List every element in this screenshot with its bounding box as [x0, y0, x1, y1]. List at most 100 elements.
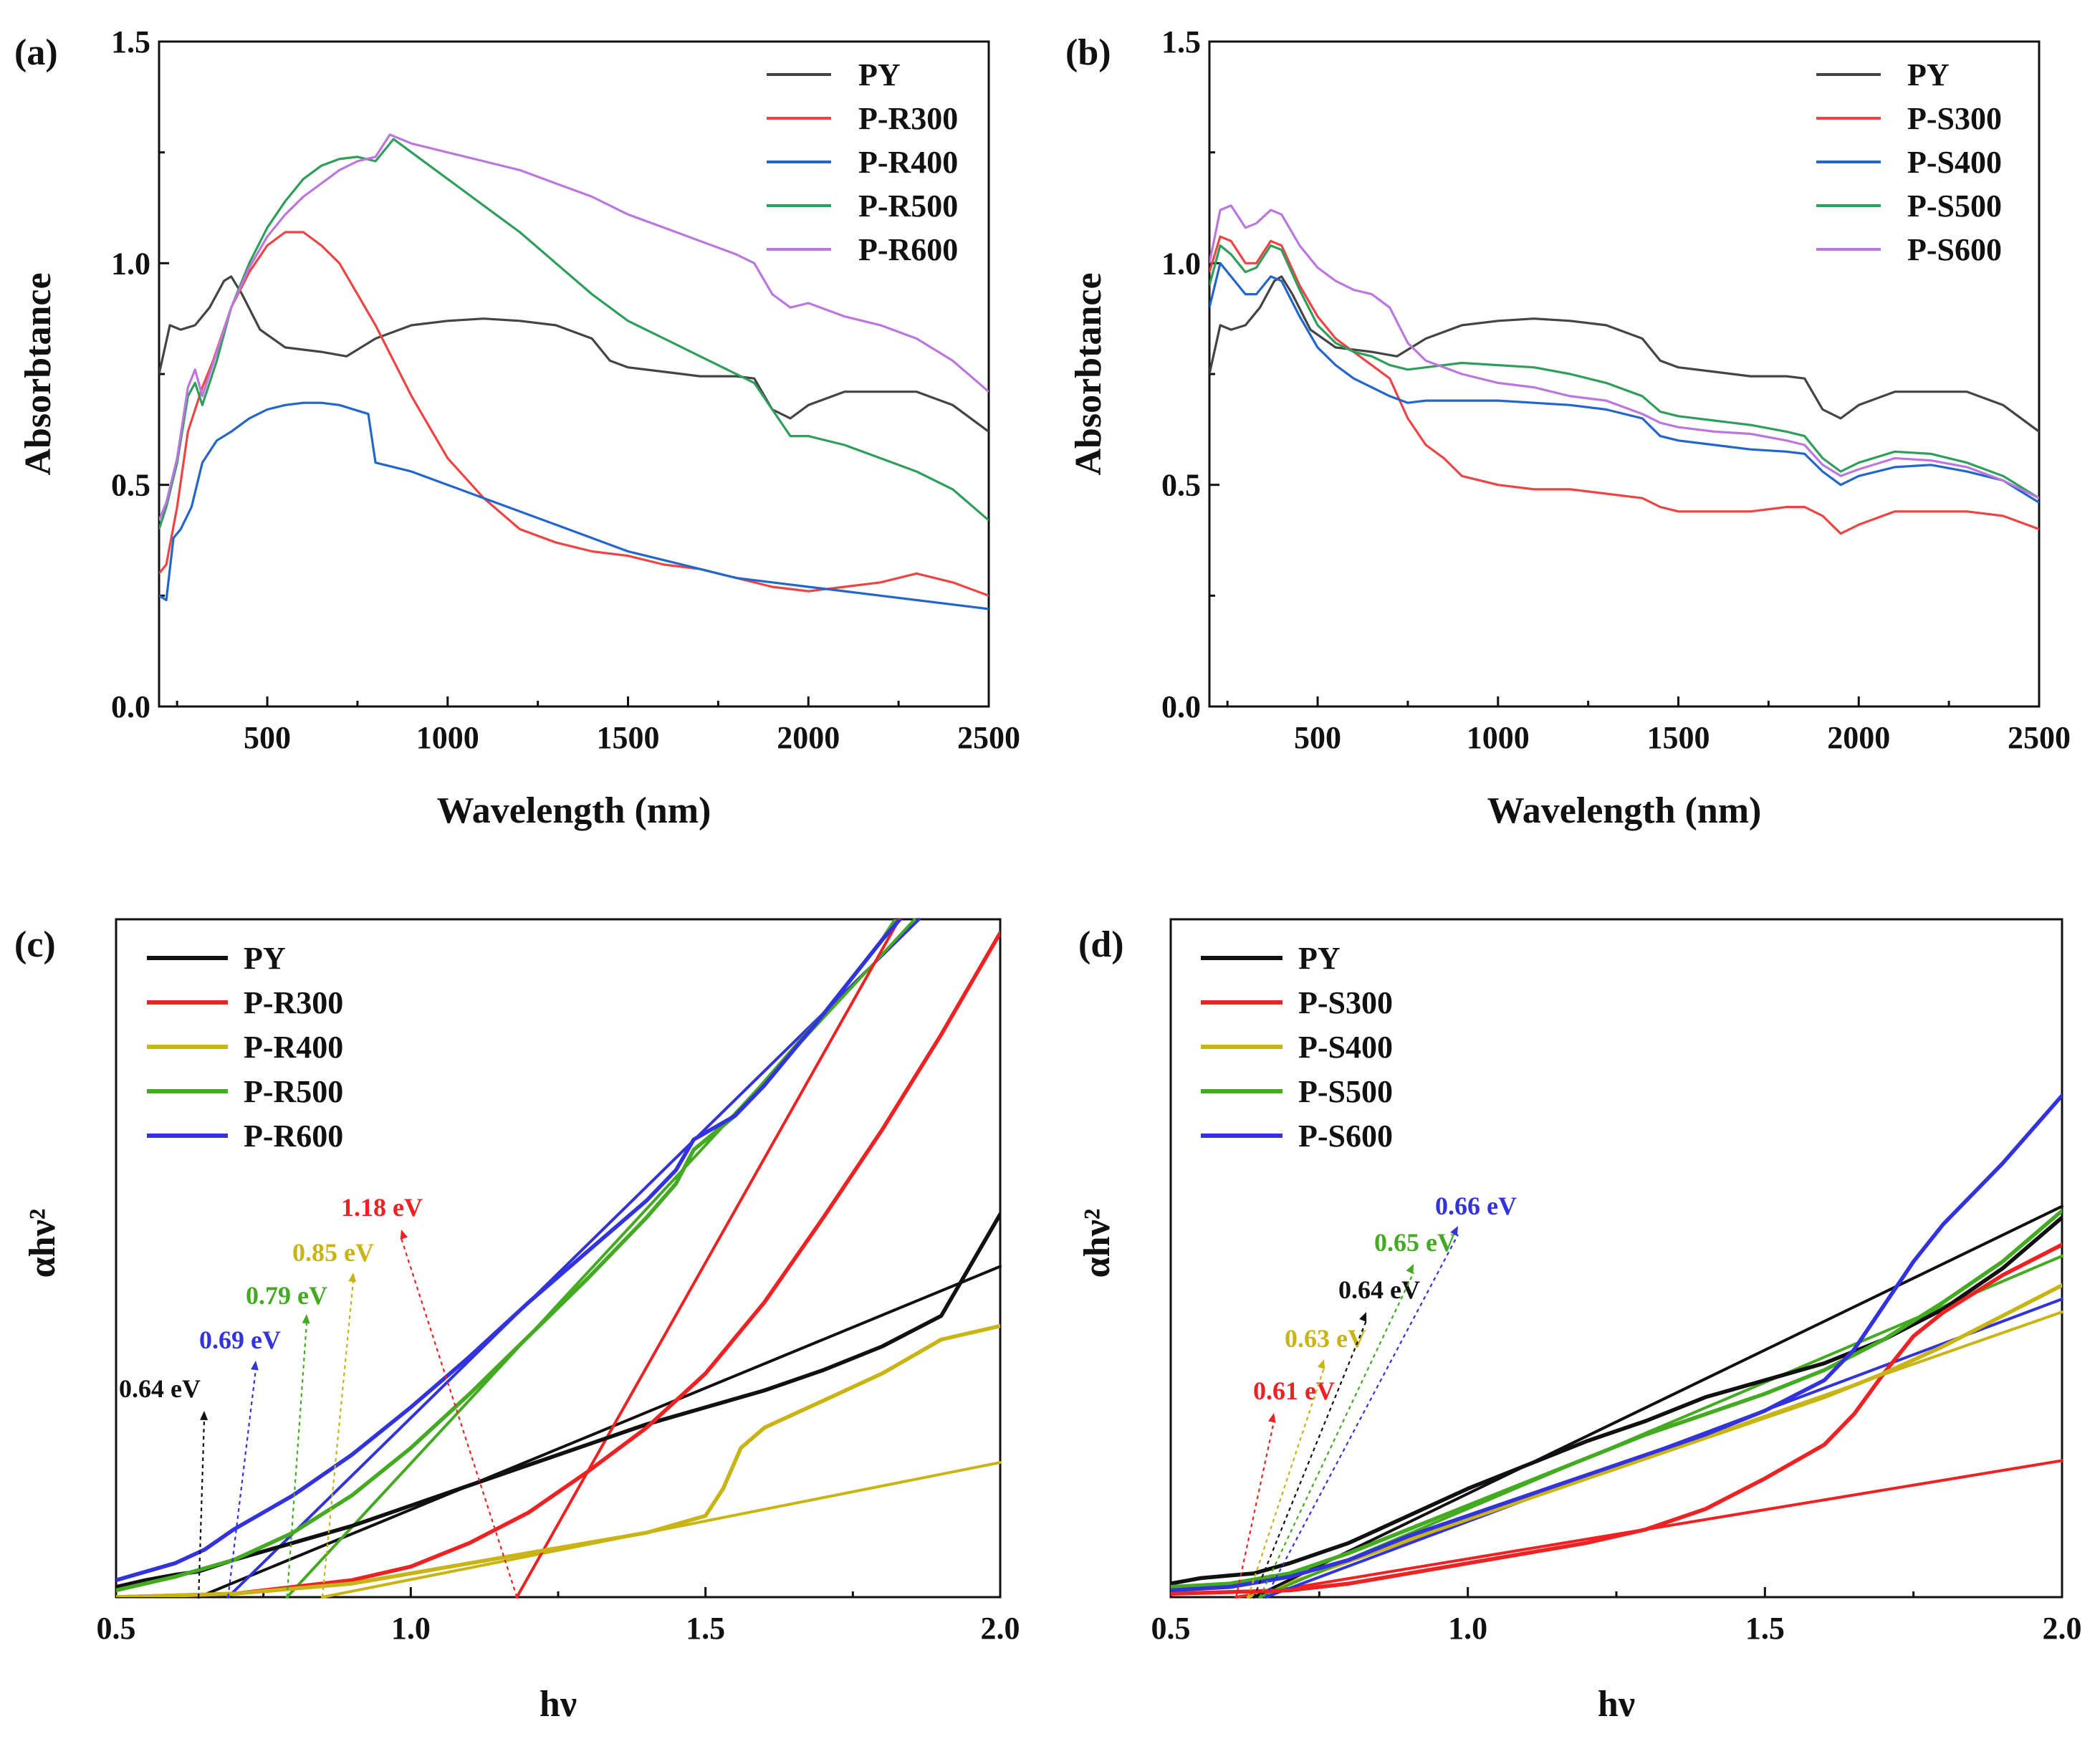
panel-d-legend: PY P-S300 P-S400 P-S500 P-S600 — [1201, 941, 1393, 1154]
bandgap-label: 0.64 eV — [119, 1374, 201, 1403]
legend-label: P-S300 — [1907, 101, 2002, 136]
fit-line-py — [197, 1265, 1002, 1599]
x-tick-label: 1.5 — [686, 1611, 725, 1646]
legend-label: P-R400 — [244, 1030, 343, 1065]
bandgap-arrow-line — [1235, 1421, 1275, 1598]
series-line-p-r400 — [116, 1323, 1000, 1597]
series-line-p-r500 — [159, 138, 989, 530]
x-tick-label: 1.5 — [1745, 1611, 1785, 1646]
panel-a-legend: PY P-R300 P-R400 P-R500 P-R600 — [767, 57, 958, 267]
y-tick-label: 1.5 — [1161, 24, 1201, 59]
series-line-p-s600 — [1171, 1093, 2062, 1593]
bandgap-label: 0.65 eV — [1374, 1228, 1456, 1257]
legend-label: P-R600 — [244, 1118, 343, 1154]
legend-label: P-S600 — [1907, 232, 2002, 267]
x-tick-label: 2500 — [957, 720, 1020, 755]
bandgap-arrow-head — [200, 1411, 208, 1421]
bandgap-arrow-line — [198, 1419, 206, 1598]
series-line-py — [159, 275, 989, 433]
y-tick-label: 1.0 — [1161, 246, 1201, 281]
x-tick-label: 500 — [1294, 720, 1341, 755]
legend-label: PY — [1907, 57, 1950, 92]
panel-b-label: (b) — [1065, 32, 1111, 73]
y-tick-label: 1.5 — [111, 24, 150, 59]
fit-line-p-r600 — [226, 918, 921, 1599]
bandgap-arrow-line — [1259, 1272, 1414, 1598]
bandgap-label: 1.18 eV — [341, 1193, 423, 1222]
bandgap-arrow-line — [321, 1280, 355, 1598]
legend-label: PY — [244, 941, 286, 976]
x-tick-label: 0.5 — [1151, 1611, 1191, 1646]
bandgap-label: 0.64 eV — [1338, 1275, 1420, 1304]
panel-a: (a) Absorbtance Wavelength (nm) 500 1000 1… — [14, 24, 1020, 831]
panel-d-ticks: 0.5 1.0 1.5 2.0 — [1151, 1587, 2082, 1646]
x-tick-label: 1.0 — [1448, 1611, 1487, 1646]
x-tick-label: 1.0 — [391, 1611, 431, 1646]
panel-d-series — [1171, 1093, 2062, 1596]
series-line-p-s300 — [1209, 235, 2039, 535]
x-tick-label: 1000 — [1467, 720, 1530, 755]
bandgap-arrow-head — [1359, 1312, 1367, 1322]
panel-c-label: (c) — [14, 924, 56, 965]
panel-c-y-axis-label: αhν² — [22, 1209, 63, 1278]
panel-b-x-axis-label: Wavelength (nm) — [1487, 790, 1762, 831]
panel-c-series — [116, 919, 1000, 1597]
panel-c-ticks: 0.5 1.0 1.5 2.0 — [97, 1587, 1020, 1646]
legend-label: P-R500 — [858, 188, 958, 224]
panel-b-series — [1209, 204, 2039, 535]
panel-c: (c) αhν² hν 0.5 1.0 1.5 2.0 0.64 eV0.69 eV0… — [14, 918, 1020, 1725]
panel-b-y-axis-label: Absorbtance — [1068, 272, 1109, 475]
panel-a-x-axis-label: Wavelength (nm) — [437, 790, 711, 831]
legend-label: P-R400 — [858, 145, 958, 180]
panel-c-fit-lines — [197, 918, 1002, 1599]
x-tick-label: 1500 — [597, 720, 660, 755]
bandgap-arrow-head — [1406, 1264, 1414, 1274]
bandgap-arrow-head — [400, 1230, 408, 1240]
y-tick-label: 0.5 — [111, 468, 150, 503]
bandgap-label: 0.61 eV — [1253, 1376, 1335, 1405]
y-tick-label: 1.0 — [111, 246, 150, 281]
fit-line-p-r300 — [515, 918, 901, 1599]
legend-label: P-S500 — [1907, 188, 2002, 224]
series-line-p-s500 — [1209, 244, 2039, 499]
legend-label: P-R500 — [244, 1074, 343, 1109]
panel-b: (b) Absorbtance Wavelength (nm) 500 1000 1… — [1065, 24, 2071, 831]
x-tick-label: 0.5 — [97, 1611, 136, 1646]
panel-a-y-axis-label: Absorbtance — [18, 272, 59, 475]
legend-label: P-S500 — [1298, 1074, 1393, 1109]
panel-d-x-axis-label: hν — [1598, 1684, 1635, 1725]
bandgap-label: 0.66 eV — [1435, 1192, 1517, 1220]
panel-b-legend: PY P-S300 P-S400 P-S500 P-S600 — [1816, 57, 2002, 267]
x-tick-label: 500 — [244, 720, 291, 755]
bandgap-arrow-head — [1317, 1359, 1325, 1369]
y-tick-label: 0.0 — [111, 689, 150, 724]
bandgap-label: 0.79 eV — [246, 1281, 327, 1310]
x-tick-label: 1500 — [1647, 720, 1710, 755]
series-line-p-s500 — [1171, 1209, 2062, 1589]
panel-a-series — [159, 133, 989, 610]
series-line-p-s300 — [1171, 1242, 2062, 1596]
legend-label: P-R300 — [858, 101, 958, 136]
legend-label: P-S400 — [1298, 1030, 1393, 1065]
series-line-p-s400 — [1209, 262, 2039, 504]
x-tick-label: 2500 — [2008, 720, 2071, 755]
series-line-p-r400 — [159, 401, 989, 610]
panel-a-label: (a) — [14, 32, 58, 73]
bandgap-arrow-head — [251, 1361, 259, 1371]
legend-label: PY — [858, 57, 901, 92]
legend-label: PY — [1298, 941, 1341, 976]
bandgap-arrow-line — [1247, 1367, 1325, 1598]
bandgap-arrow-head — [348, 1273, 357, 1283]
panel-d-label: (d) — [1078, 924, 1124, 965]
panel-b-ticks: 500 1000 1500 2000 2500 0.0 0.5 1.0 1.5 — [1161, 24, 2071, 755]
panel-c-legend: PY P-R300 P-R400 P-R500 P-R600 — [147, 941, 343, 1154]
legend-label: P-S400 — [1907, 145, 2002, 180]
bandgap-label: 0.85 eV — [292, 1238, 374, 1267]
y-tick-label: 0.5 — [1161, 468, 1201, 503]
bandgap-label: 0.63 eV — [1285, 1324, 1366, 1353]
panel-a-ticks: 500 1000 1500 2000 2500 0.0 0.5 1.0 1.5 — [111, 24, 1020, 755]
x-tick-label: 1000 — [416, 720, 479, 755]
bandgap-arrow-head — [1267, 1413, 1276, 1423]
bandgap-arrow-line — [227, 1369, 257, 1598]
